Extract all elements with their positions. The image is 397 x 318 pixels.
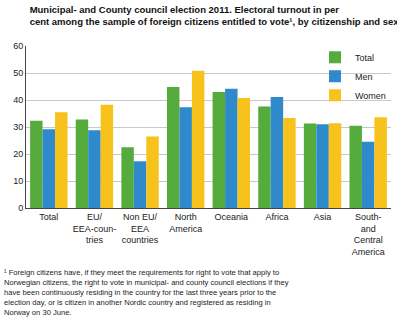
svg-text:0: 0 bbox=[18, 203, 23, 213]
svg-text:NorthAmerica: NorthAmerica bbox=[169, 212, 202, 234]
svg-text:60: 60 bbox=[13, 41, 23, 51]
svg-text:Total: Total bbox=[39, 212, 58, 222]
svg-text:20: 20 bbox=[13, 149, 23, 159]
svg-text:Africa: Africa bbox=[265, 212, 288, 222]
svg-text:Oceania: Oceania bbox=[215, 212, 249, 222]
svg-text:Municipal- and County council: Municipal- and County council election 2… bbox=[30, 4, 397, 27]
svg-text:40: 40 bbox=[13, 95, 23, 105]
svg-text:¹ Foreign citizens have, if th: ¹ Foreign citizens have, if they meet th… bbox=[4, 268, 289, 317]
svg-text:EU/EEA-coun-tries: EU/EEA-coun-tries bbox=[73, 212, 117, 245]
svg-text:Women: Women bbox=[355, 91, 386, 101]
svg-text:Total: Total bbox=[355, 53, 374, 63]
svg-text:Men: Men bbox=[355, 72, 373, 82]
svg-text:Non EU/EEAcountries: Non EU/EEAcountries bbox=[122, 212, 159, 245]
svg-text:50: 50 bbox=[13, 68, 23, 78]
svg-text:30: 30 bbox=[13, 122, 23, 132]
svg-text:South-andCentralAmerica: South-andCentralAmerica bbox=[352, 212, 385, 257]
svg-text:Asia: Asia bbox=[314, 212, 332, 222]
svg-text:10: 10 bbox=[13, 176, 23, 186]
